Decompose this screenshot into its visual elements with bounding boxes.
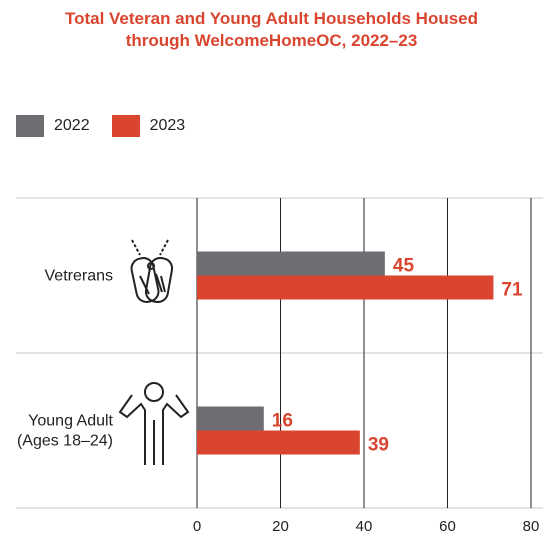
- dog-tags-icon: [130, 239, 174, 303]
- x-tick-label: 40: [356, 518, 373, 535]
- legend-item-2022: 2022: [16, 115, 90, 137]
- data-label-2022: 16: [272, 411, 293, 432]
- bar-2022: [197, 251, 385, 276]
- category-label: Young Adult: [28, 413, 113, 430]
- legend-item-2023: 2023: [111, 115, 186, 137]
- legend-label-2022: 2022: [54, 117, 90, 134]
- chart-title-line-2: through WelcomeHomeOC, 2022–23: [125, 31, 418, 50]
- category-label: Vetrerans: [45, 268, 113, 285]
- legend-label-2023: 2023: [149, 117, 186, 134]
- legend-swatch-2022: [16, 115, 44, 137]
- data-label-2023: 39: [368, 435, 389, 456]
- x-tick-label: 0: [193, 518, 201, 535]
- person-arms-raised-icon: [118, 382, 190, 465]
- legend: 2022 2023: [16, 115, 207, 137]
- bar-2023: [197, 275, 494, 300]
- data-label-2022: 45: [393, 256, 415, 277]
- x-tick-label: 20: [272, 518, 289, 535]
- data-label-2023: 71: [501, 280, 523, 301]
- chart-title-line-1: Total Veteran and Young Adult Households…: [64, 9, 479, 28]
- bar-2023: [197, 430, 360, 455]
- category-label: (Ages 18–24): [17, 433, 113, 450]
- x-tick-label: 60: [439, 518, 456, 535]
- legend-swatch-2023: [111, 115, 140, 137]
- bar-2022: [197, 406, 264, 431]
- chart-title: Total Veteran and Young Adult Households…: [0, 8, 543, 52]
- x-tick-label: 80: [523, 518, 540, 535]
